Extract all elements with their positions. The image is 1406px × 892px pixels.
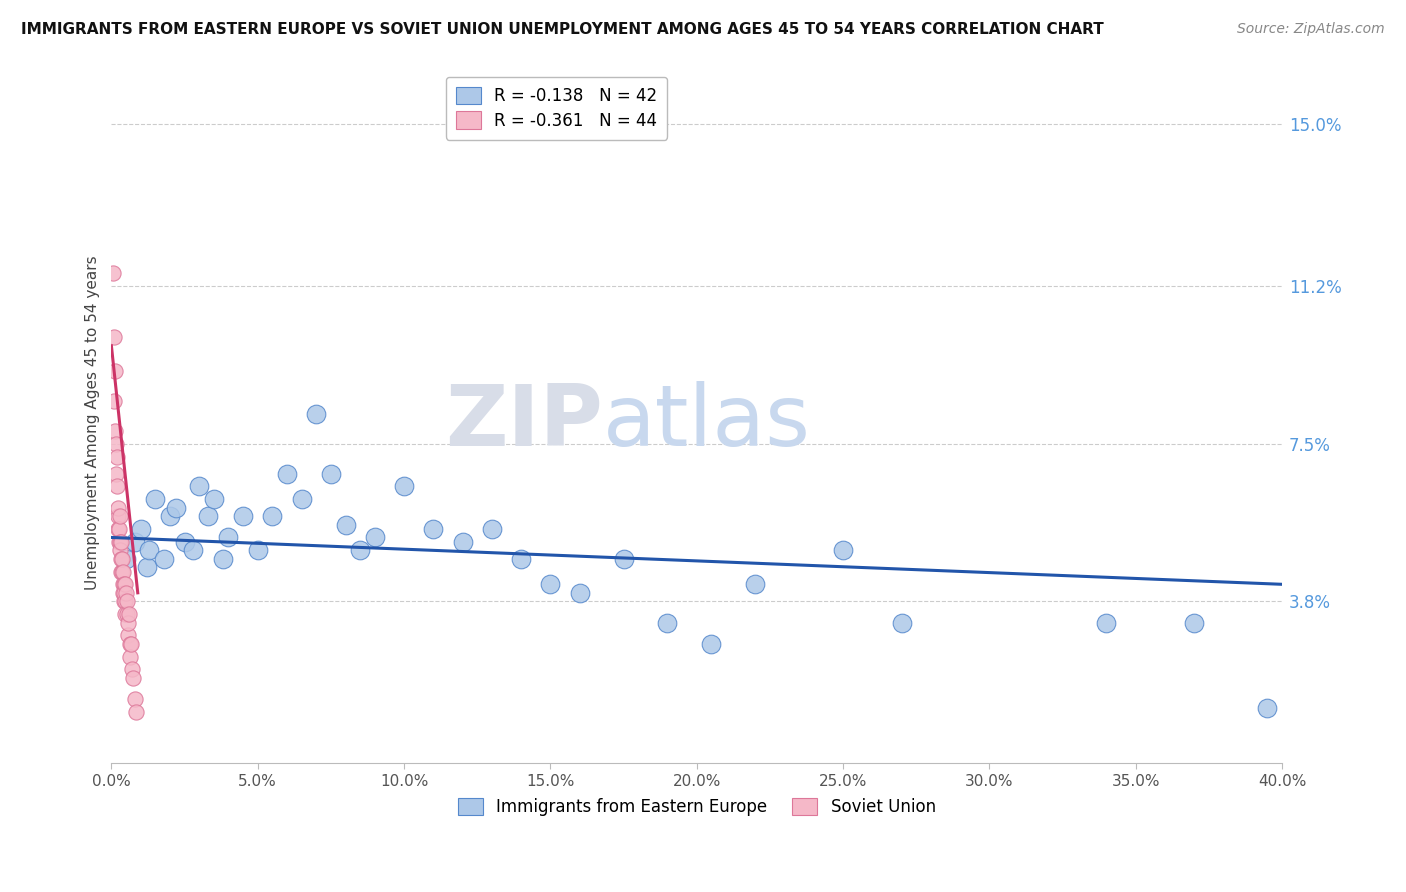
Point (112, 565, 135, 579)
Point (262, 509, 284, 524)
Point (107, 534, 129, 549)
Point (159, 509, 181, 524)
Point (108, 522, 131, 536)
Point (335, 517, 357, 532)
Text: ZIP: ZIP (446, 381, 603, 464)
Point (103, 330, 125, 344)
Point (890, 615, 912, 630)
Point (121, 663, 143, 677)
Point (117, 615, 139, 630)
Point (105, 479, 128, 493)
Point (138, 543, 160, 558)
Point (120, 637, 142, 651)
Point (112, 577, 135, 591)
Point (319, 467, 342, 481)
Point (108, 509, 131, 524)
Point (114, 607, 136, 621)
Point (115, 594, 138, 608)
Point (291, 492, 314, 507)
Point (232, 509, 254, 524)
Point (112, 586, 135, 600)
Point (197, 509, 219, 524)
Point (114, 594, 136, 608)
Point (1256, 700, 1278, 714)
Point (101, 267, 124, 281)
Point (1182, 615, 1205, 630)
Point (115, 586, 138, 600)
Point (183, 543, 205, 558)
Point (108, 543, 131, 558)
Point (107, 522, 129, 536)
Point (538, 577, 561, 591)
Point (481, 522, 503, 536)
Point (105, 467, 128, 481)
Point (115, 607, 138, 621)
Point (118, 607, 141, 621)
Point (422, 522, 444, 536)
Point (211, 551, 233, 566)
Point (153, 551, 176, 566)
Point (143, 492, 166, 507)
Point (104, 437, 127, 451)
Point (125, 705, 148, 719)
Point (110, 565, 132, 579)
Point (129, 522, 152, 536)
Point (744, 577, 766, 591)
Y-axis label: Unemployment Among Ages 45 to 54 years: Unemployment Among Ages 45 to 54 years (86, 255, 100, 590)
Point (115, 551, 138, 566)
Point (568, 586, 591, 600)
Point (111, 586, 134, 600)
Legend: Immigrants from Eastern Europe, Soviet Union: Immigrants from Eastern Europe, Soviet U… (451, 791, 942, 823)
Point (218, 531, 240, 545)
Point (104, 364, 127, 378)
Text: atlas: atlas (603, 381, 811, 464)
Point (104, 424, 127, 438)
Point (120, 649, 142, 664)
Point (108, 534, 131, 549)
Point (613, 551, 636, 566)
Point (392, 479, 415, 493)
Point (118, 637, 141, 651)
Point (111, 577, 134, 591)
Point (700, 637, 723, 651)
Point (124, 534, 146, 549)
Point (135, 560, 157, 574)
Text: Source: ZipAtlas.com: Source: ZipAtlas.com (1237, 22, 1385, 37)
Point (105, 450, 128, 464)
Point (111, 565, 134, 579)
Point (832, 543, 855, 558)
Point (246, 543, 269, 558)
Point (1095, 615, 1118, 630)
Point (276, 467, 298, 481)
Point (173, 534, 195, 549)
Point (364, 531, 387, 545)
Point (122, 671, 145, 685)
Point (117, 628, 139, 642)
Point (657, 615, 679, 630)
Text: IMMIGRANTS FROM EASTERN EUROPE VS SOVIET UNION UNEMPLOYMENT AMONG AGES 45 TO 54 : IMMIGRANTS FROM EASTERN EUROPE VS SOVIET… (21, 22, 1104, 37)
Point (110, 534, 132, 549)
Point (110, 551, 132, 566)
Point (107, 500, 129, 515)
Point (305, 407, 328, 421)
Point (111, 551, 134, 566)
Point (103, 394, 125, 409)
Point (114, 577, 136, 591)
Point (165, 500, 187, 515)
Point (124, 692, 146, 706)
Point (349, 543, 371, 558)
Point (451, 534, 474, 549)
Point (112, 594, 135, 608)
Point (107, 509, 129, 524)
Point (188, 479, 211, 493)
Point (510, 551, 533, 566)
Point (202, 492, 225, 507)
